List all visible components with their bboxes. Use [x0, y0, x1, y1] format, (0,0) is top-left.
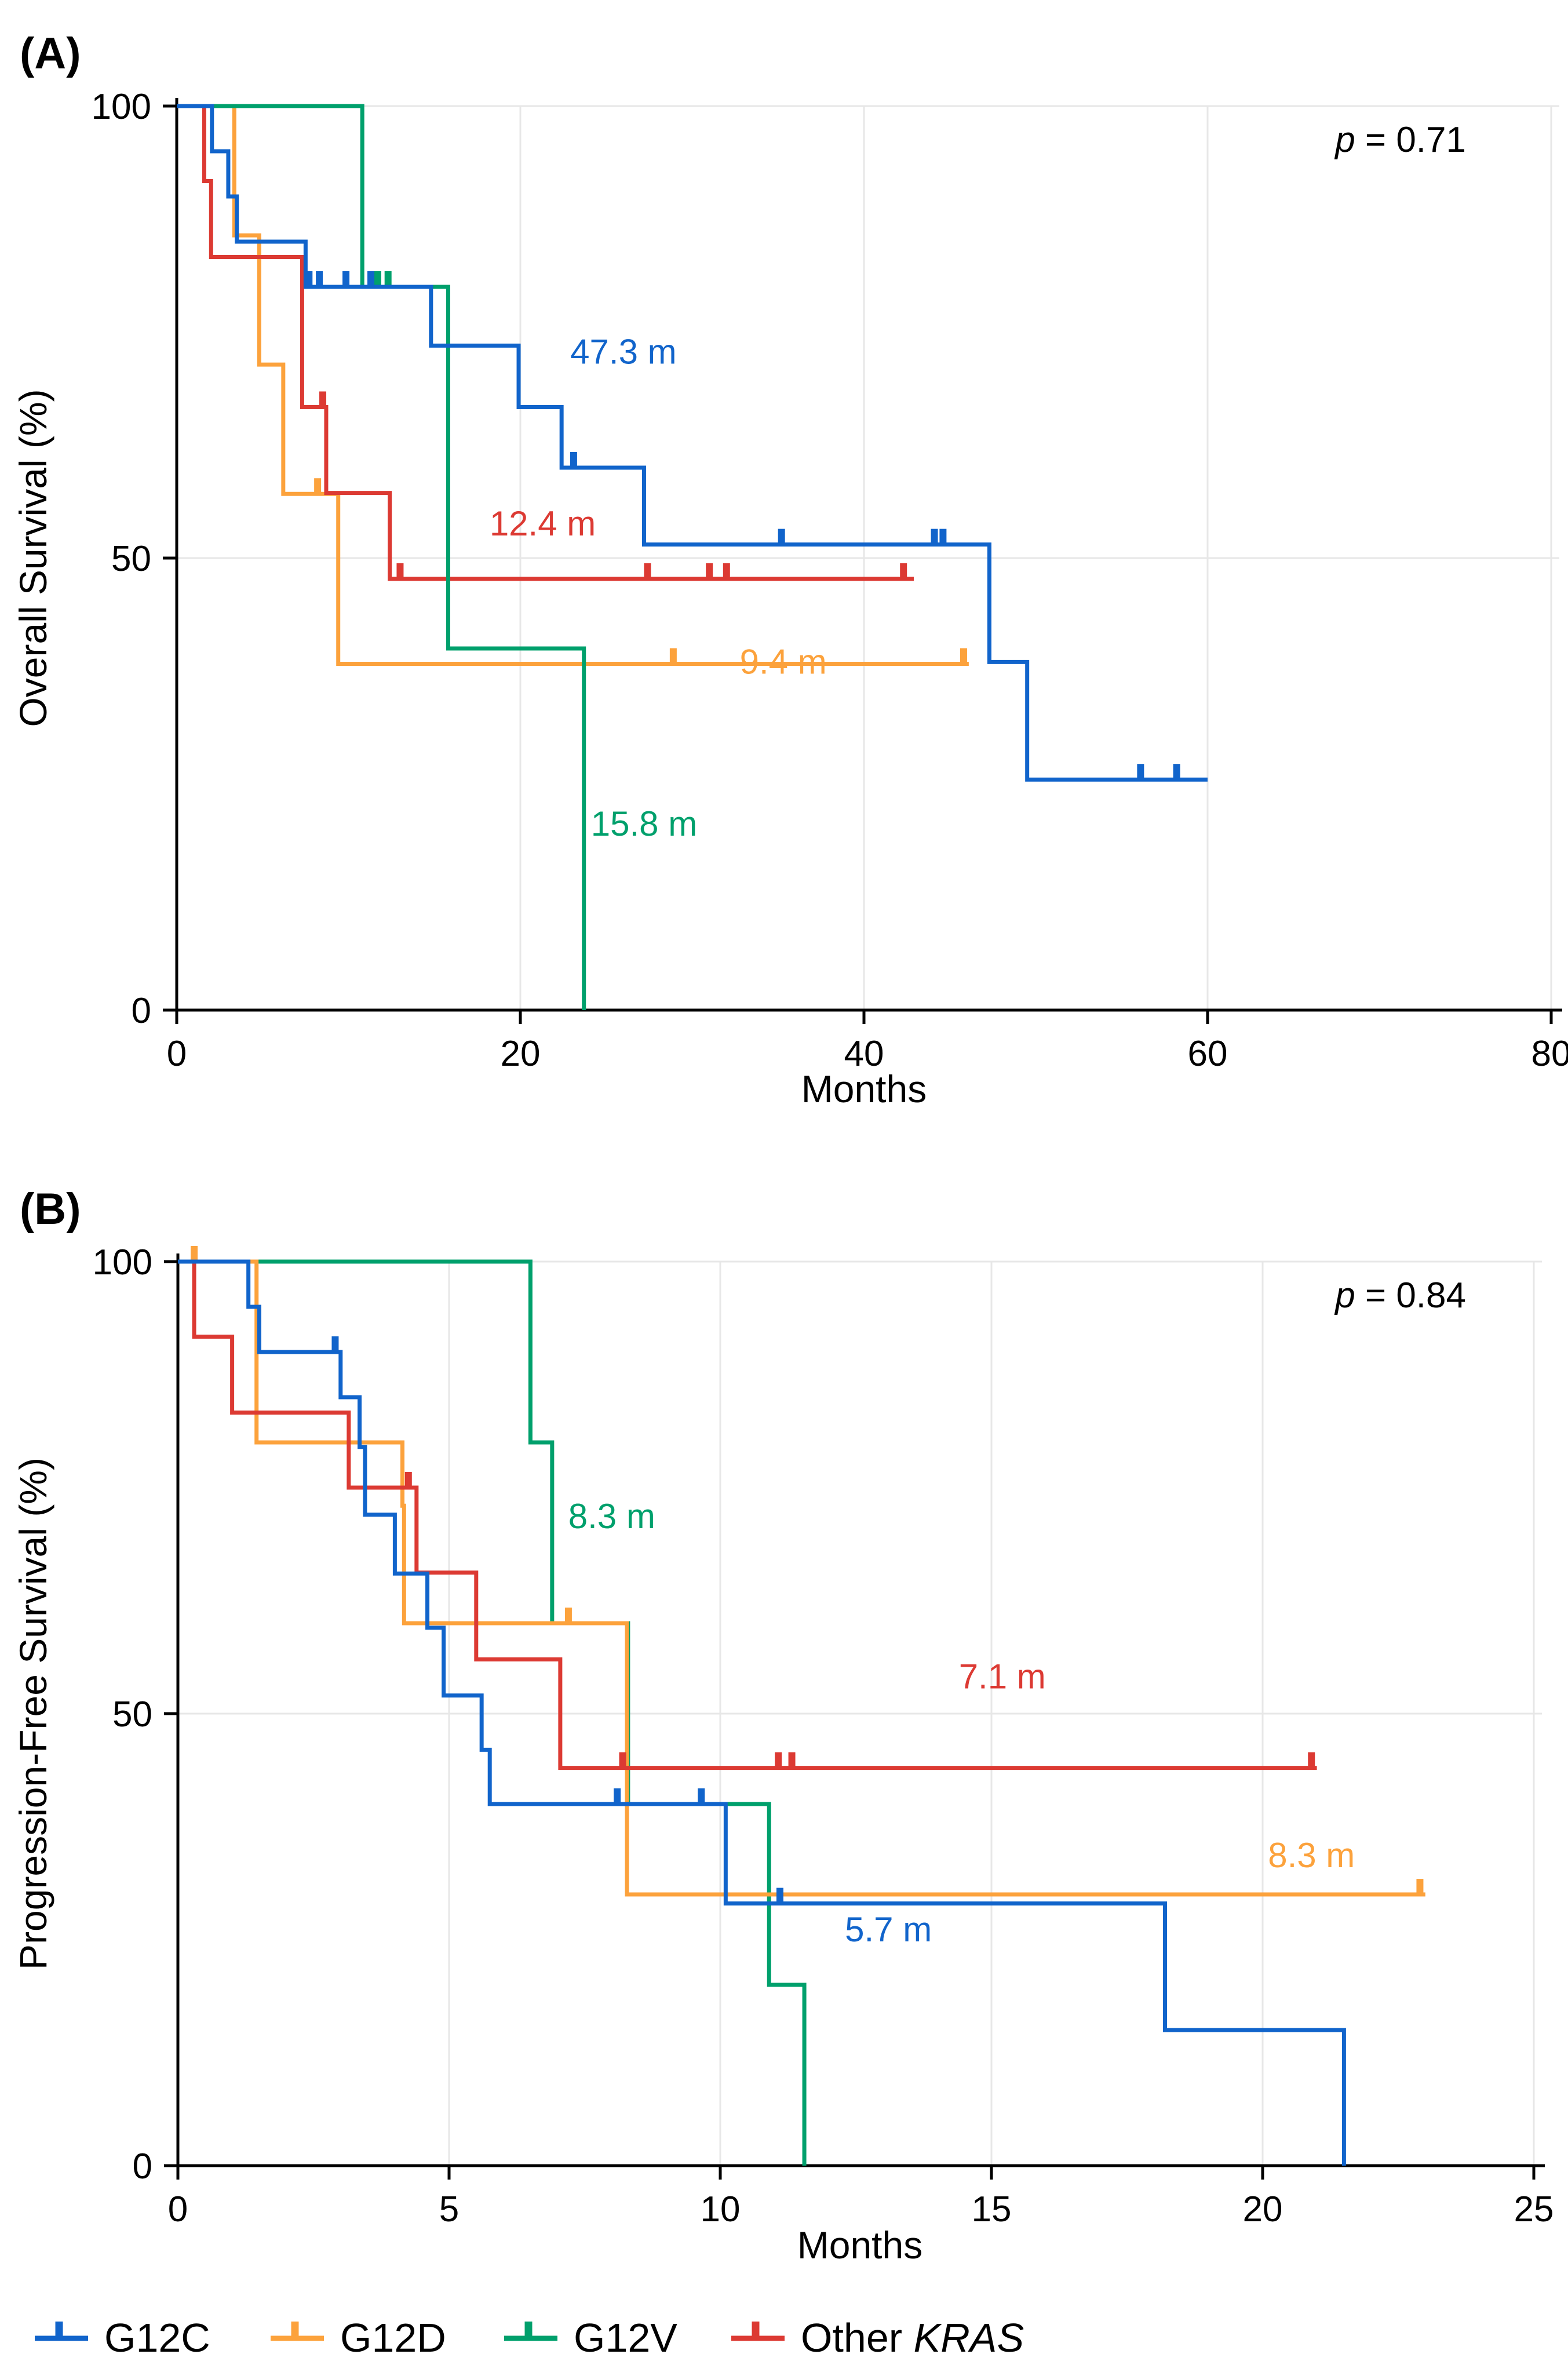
censor-tick-other-kras	[775, 1752, 782, 1770]
x-axis-title: Months	[801, 1067, 927, 1110]
censor-tick-other-kras	[706, 563, 713, 581]
censor-tick-g12d	[669, 648, 677, 666]
km-curve-g12d	[177, 104, 969, 666]
legend-label: G12C	[104, 2315, 210, 2360]
legend-censor-tick-icon	[291, 2322, 299, 2340]
y-tick-label: 50	[112, 1695, 152, 1734]
y-tick-label: 0	[133, 2147, 152, 2187]
censor-tick-g12c	[367, 271, 375, 289]
censor-tick-g12d	[564, 1608, 572, 1625]
x-tick-label: 20	[1243, 2189, 1283, 2229]
censor-tick-g12v	[384, 271, 392, 289]
censor-tick-g12d	[1416, 1879, 1424, 1896]
y-tick-label: 100	[93, 1242, 152, 1282]
x-axis-title: Months	[797, 2224, 922, 2266]
censor-tick-g12d	[191, 1246, 198, 1263]
median-label-g12c: 47.3 m	[570, 333, 676, 371]
x-tick-label: 0	[168, 2189, 188, 2229]
legend-label: G12D	[340, 2315, 446, 2360]
legend-censor-tick-icon	[55, 2322, 63, 2340]
median-label-g12d: 8.3 m	[1268, 1836, 1355, 1875]
legend-label: G12V	[574, 2315, 677, 2360]
censor-tick-g12c	[570, 452, 577, 469]
median-label-other-kras: 7.1 m	[959, 1657, 1046, 1696]
legend-label: Other KRAS	[801, 2315, 1024, 2360]
censor-tick-other-kras	[319, 391, 327, 409]
km-curve-g12v	[177, 104, 586, 1010]
censor-tick-g12c	[776, 1887, 783, 1905]
km-curve-g12c	[177, 104, 1208, 782]
censor-tick-other-kras	[723, 563, 730, 581]
y-tick-label: 100	[92, 87, 151, 127]
legend-censor-tick-icon	[524, 2322, 533, 2340]
censor-tick-g12c	[939, 529, 947, 546]
x-tick-label: 15	[972, 2189, 1012, 2229]
x-tick-label: 40	[844, 1034, 884, 1074]
km-curve-g12d	[178, 1259, 1425, 1897]
censor-tick-other-kras	[404, 1472, 412, 1489]
censor-tick-other-kras	[900, 563, 907, 581]
y-tick-label: 0	[132, 991, 151, 1031]
p-value-label: p = 0.71	[1334, 120, 1466, 160]
x-tick-label: 0	[167, 1034, 187, 1074]
x-tick-label: 20	[501, 1034, 541, 1074]
censor-tick-g12c	[1137, 764, 1144, 782]
median-label-g12v: 8.3 m	[568, 1497, 655, 1536]
x-tick-label: 25	[1514, 2189, 1554, 2229]
censor-tick-g12c	[698, 1788, 705, 1806]
y-axis-title: Progression-Free Survival (%)	[12, 1457, 54, 1970]
censor-tick-g12c	[931, 529, 938, 546]
censor-tick-other-kras	[1308, 1752, 1315, 1770]
x-tick-label: 60	[1188, 1034, 1228, 1074]
y-axis-title: Overall Survival (%)	[12, 389, 54, 727]
censor-tick-g12c	[316, 271, 323, 289]
median-label-g12c: 5.7 m	[845, 1910, 932, 1949]
x-tick-label: 10	[701, 2189, 741, 2229]
censor-tick-g12c	[342, 271, 350, 289]
censor-tick-g12c	[778, 529, 785, 546]
censor-tick-g12v	[374, 271, 381, 289]
censor-tick-g12c	[614, 1788, 621, 1806]
km-curve-other-kras	[178, 1259, 1317, 1770]
median-label-g12d: 9.4 m	[740, 643, 827, 682]
censor-tick-other-kras	[619, 1752, 626, 1770]
censor-tick-other-kras	[396, 563, 404, 581]
km-curve-g12c	[178, 1259, 1346, 2166]
median-label-g12v: 15.8 m	[591, 804, 697, 843]
censor-tick-g12d	[960, 648, 967, 666]
censor-tick-g12c	[1173, 764, 1180, 782]
panel-label: (A)	[20, 29, 81, 78]
x-tick-label: 5	[439, 2189, 459, 2229]
median-label-other-kras: 12.4 m	[490, 504, 596, 543]
panel-label: (B)	[20, 1185, 81, 1234]
km-curve-other-kras	[177, 104, 914, 581]
censor-tick-other-kras	[644, 563, 651, 581]
x-tick-label: 80	[1531, 1034, 1568, 1074]
censor-tick-g12c	[305, 271, 313, 289]
censor-tick-g12c	[331, 1336, 339, 1354]
censor-tick-other-kras	[788, 1752, 796, 1770]
censor-tick-g12d	[314, 478, 322, 496]
p-value-label: p = 0.84	[1334, 1276, 1466, 1315]
legend-censor-tick-icon	[752, 2322, 760, 2340]
y-tick-label: 50	[111, 539, 151, 579]
